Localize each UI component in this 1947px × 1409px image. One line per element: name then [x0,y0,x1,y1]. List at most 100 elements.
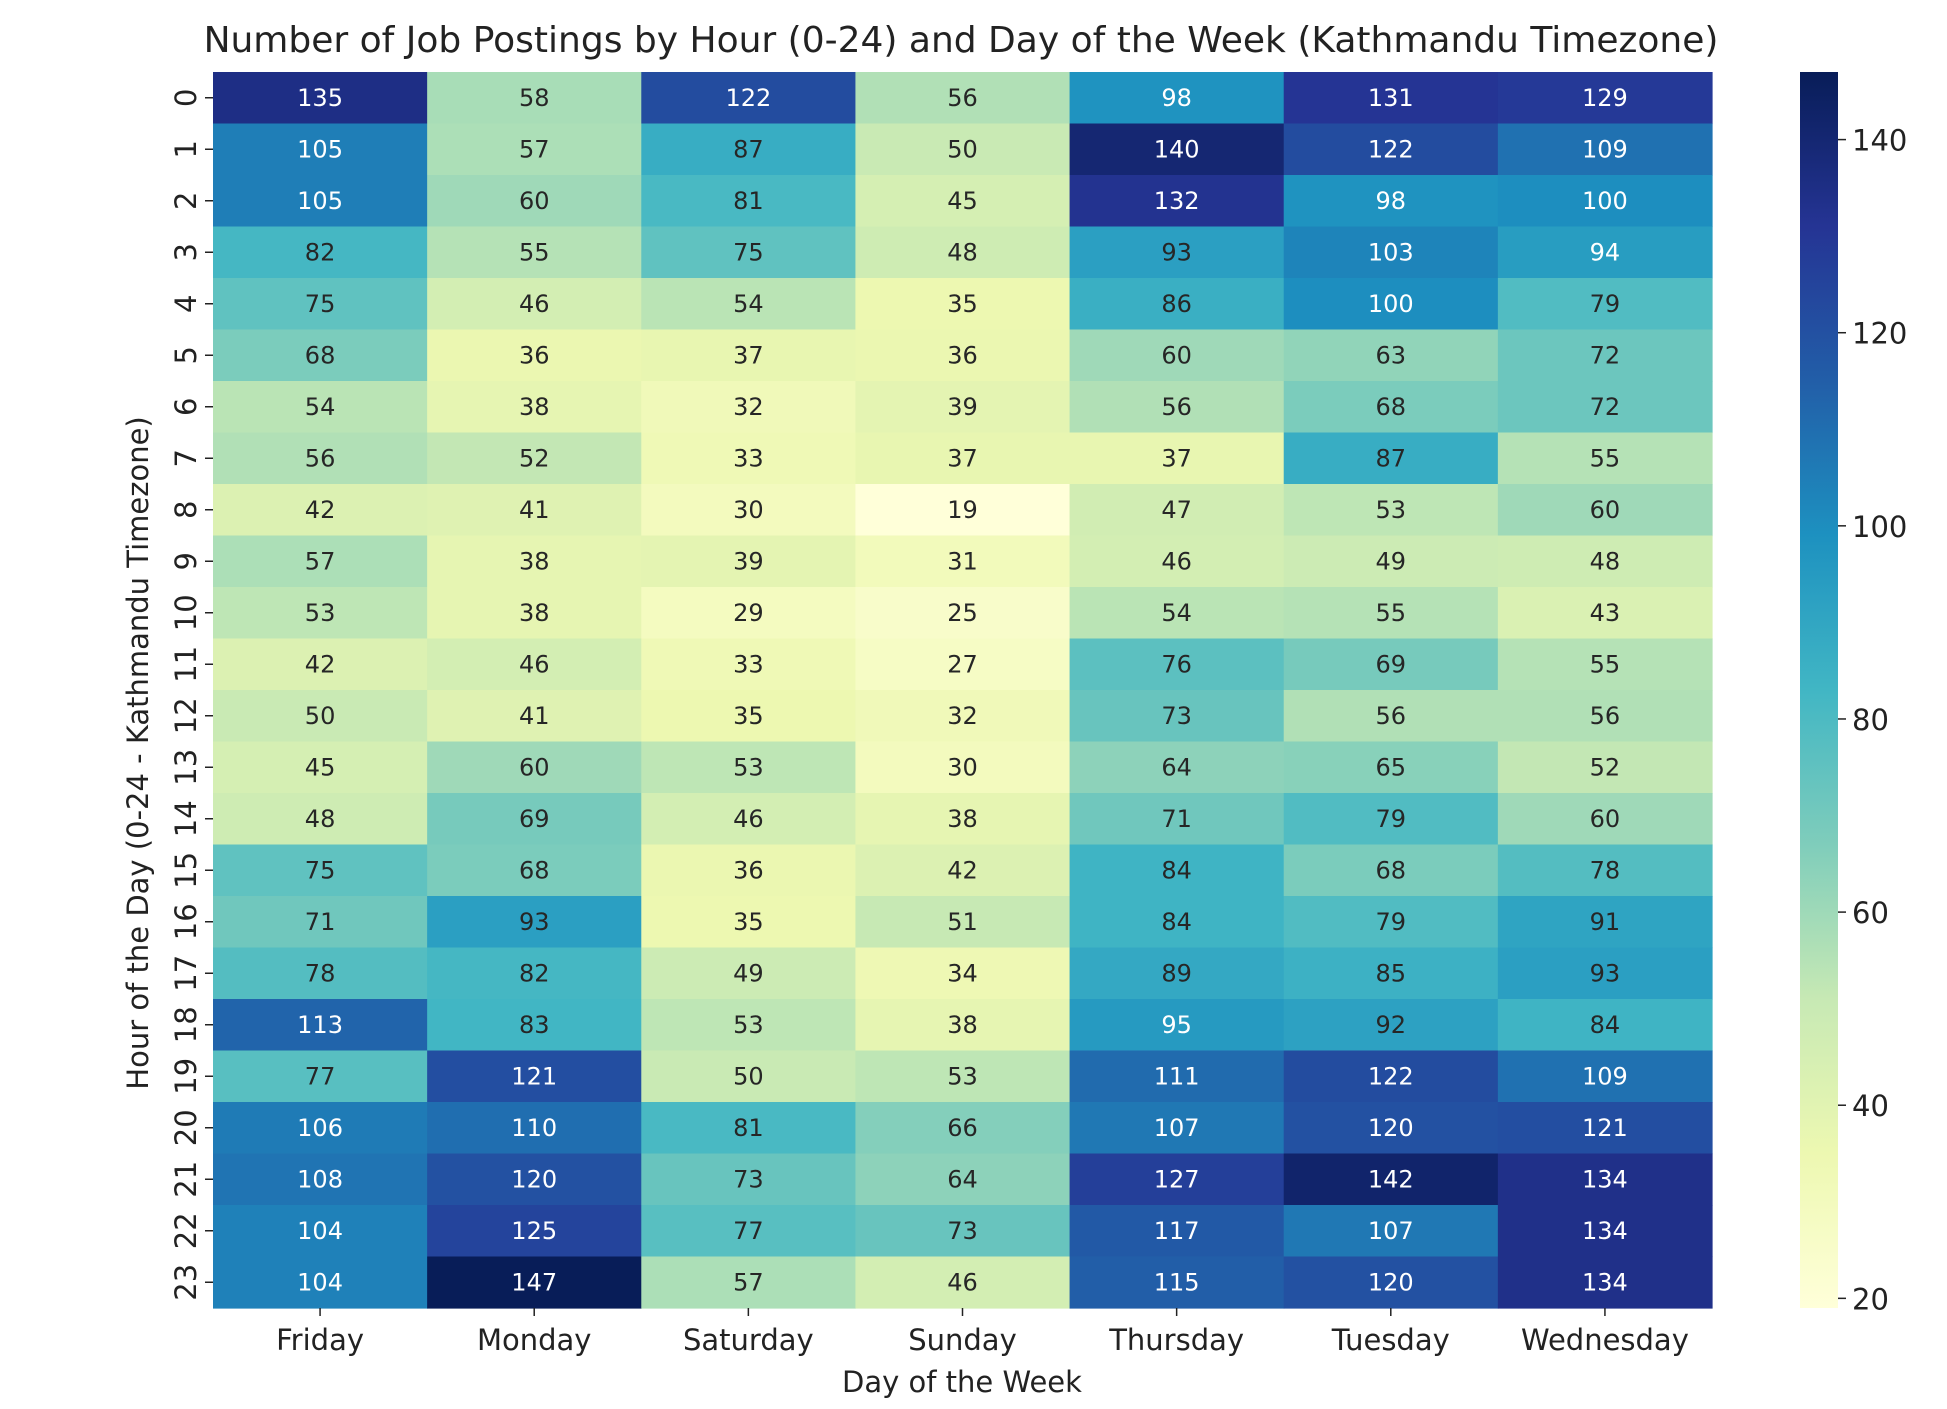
heatmap-cell [213,896,428,949]
cell-value-label: 53 [733,1011,764,1039]
heatmap-cell [427,690,642,743]
heatmap-cell [1069,484,1285,537]
heatmap-cell [213,999,428,1052]
heatmap-cell [855,1102,1071,1155]
cell-value-label: 79 [1376,805,1407,833]
cell-value-label: 30 [733,496,764,524]
heatmap-cell [427,896,642,949]
heatmap-cell [1069,1205,1285,1258]
cell-value-label: 38 [519,599,550,627]
cell-value-label: 94 [1590,238,1621,266]
cell-value-label: 46 [1161,547,1192,575]
heatmap-cell [641,175,857,228]
heatmap-cell [1283,1205,1499,1258]
cell-value-label: 117 [1154,1217,1200,1245]
heatmap-cell [1497,690,1713,743]
heatmap-cell [1497,741,1713,794]
x-tick-label: Saturday [683,1323,814,1357]
cell-value-label: 60 [519,187,550,215]
cell-value-label: 34 [947,959,978,987]
heatmap-cell [1069,638,1285,691]
cell-value-label: 42 [305,496,336,524]
cell-value-label: 55 [1590,650,1621,678]
cell-value-label: 122 [725,84,771,112]
heatmap-cell [1069,1102,1285,1155]
cell-value-label: 58 [519,84,550,112]
heatmap-cell [855,947,1071,1000]
cell-value-label: 72 [1590,393,1621,421]
cell-value-label: 60 [1590,805,1621,833]
cell-value-label: 147 [511,1268,557,1296]
y-tick-label: 1 [169,140,203,158]
heatmap-cell [1283,690,1499,743]
cell-value-label: 87 [733,135,764,163]
y-tick-label: 17 [169,955,203,992]
cell-value-label: 68 [1376,856,1407,884]
colorbar [1800,72,1838,1308]
y-tick-label: 6 [169,398,203,416]
heatmap-cell [855,278,1071,331]
heatmap-cell [641,1153,857,1206]
cell-value-label: 115 [1154,1268,1200,1296]
heatmap-cell [427,1205,642,1258]
cell-value-label: 69 [1376,650,1407,678]
heatmap-cell [641,741,857,794]
cell-value-label: 75 [733,238,764,266]
heatmap-cell [427,123,642,176]
heatmap-cell [641,793,857,846]
heatmap-cell [855,741,1071,794]
y-tick-label: 16 [169,903,203,940]
heatmap-cell [1497,844,1713,897]
cell-value-label: 35 [947,290,978,318]
cell-value-label: 45 [947,187,978,215]
heatmap-cell [427,1102,642,1155]
y-tick-label: 10 [169,594,203,631]
heatmap-cell [1497,535,1713,588]
heatmap-cell [1069,278,1285,331]
x-tick-label: Tuesday [1331,1323,1450,1357]
heatmap-cell [641,638,857,691]
heatmap-cell [641,432,857,485]
heatmap-cell [1069,793,1285,846]
heatmap-cell [855,329,1071,382]
heatmap-cell [855,587,1071,640]
cell-value-label: 134 [1582,1217,1628,1245]
heatmap-cell [1497,638,1713,691]
cell-value-label: 81 [733,187,764,215]
heatmap-cell [427,278,642,331]
cell-value-label: 73 [1161,702,1192,730]
heatmap-cell [1497,896,1713,949]
cell-value-label: 89 [1161,959,1192,987]
y-tick-label: 20 [169,1109,203,1146]
heatmap-cell [641,947,857,1000]
heatmap-cell [1497,1256,1713,1309]
cell-value-label: 98 [1161,84,1192,112]
cell-value-label: 29 [733,599,764,627]
cell-value-label: 55 [1590,444,1621,472]
cell-value-label: 49 [1376,547,1407,575]
colorbar-tick-label: 80 [1852,703,1889,737]
cell-value-label: 77 [305,1062,336,1090]
cell-value-label: 56 [1161,393,1192,421]
heatmap-cell [1069,587,1285,640]
heatmap-cell [641,535,857,588]
cell-value-label: 75 [305,856,336,884]
cell-value-label: 82 [519,959,550,987]
cell-value-label: 104 [297,1217,343,1245]
cell-value-label: 36 [519,341,550,369]
cell-value-label: 84 [1590,1011,1621,1039]
heatmap-cell [1069,226,1285,279]
cell-value-label: 37 [1161,444,1192,472]
cell-value-label: 105 [297,135,343,163]
heatmap-cell [1283,741,1499,794]
y-tick-label: 19 [169,1058,203,1095]
heatmap-cell [213,947,428,1000]
heatmap-cell [1497,1050,1713,1103]
y-tick-label: 23 [169,1264,203,1301]
cell-value-label: 55 [1376,599,1407,627]
heatmap-cell [1069,999,1285,1052]
heatmap-cell-labels: 135 58 122 56 98 131 129 105 57 87 50 140 122 109 105 6… [297,84,1628,1297]
y-tick-label: 13 [169,749,203,786]
heatmap-cell [1497,329,1713,382]
